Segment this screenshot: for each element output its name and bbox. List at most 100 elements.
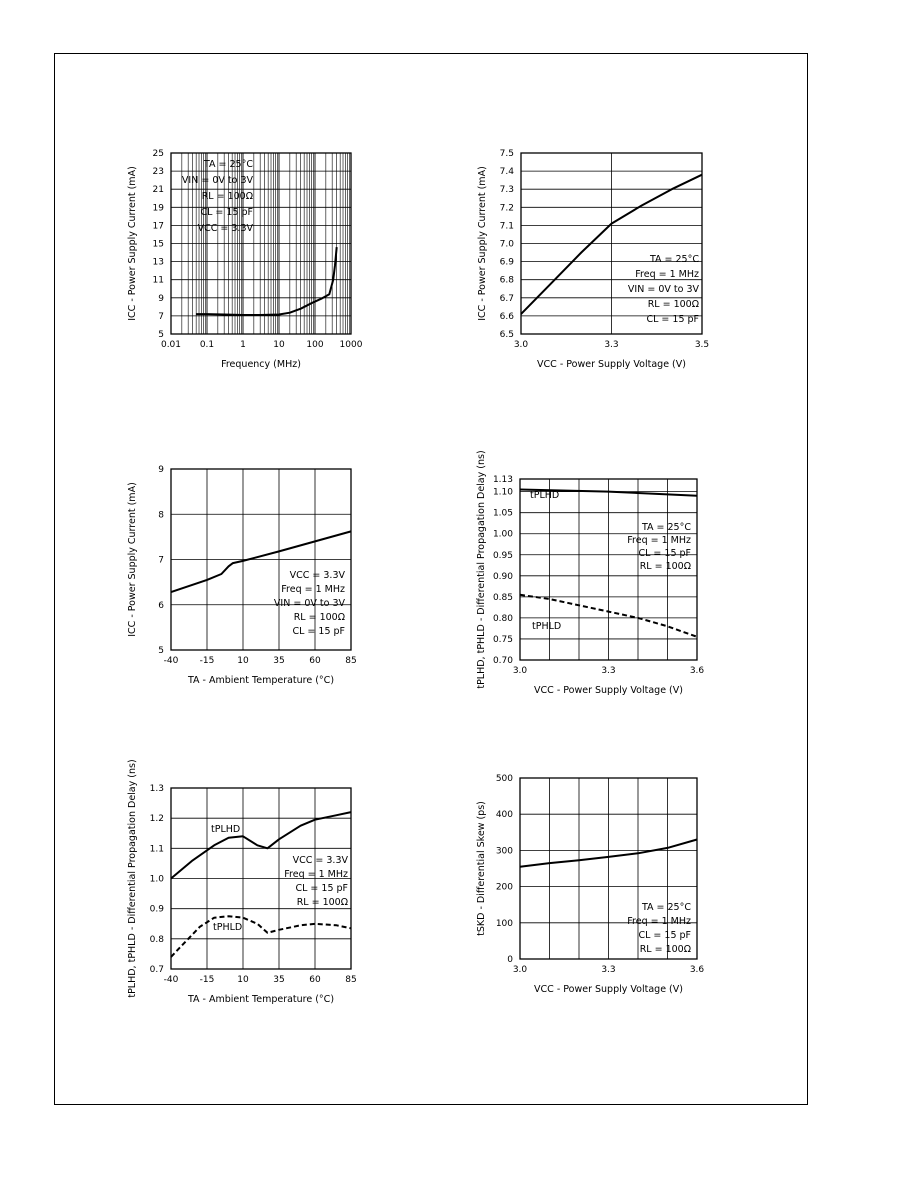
x-tick-label: 1 <box>240 340 246 350</box>
x-tick-label: 10 <box>273 340 285 350</box>
annotation: Freq = 1 MHz <box>627 916 691 927</box>
annotation: TA = 25°C <box>641 902 691 913</box>
y-tick-label: 0.90 <box>493 572 513 582</box>
annotation: VCC = 3.3V <box>198 223 254 234</box>
x-tick-label: 35 <box>273 656 284 666</box>
y-tick-label: 5 <box>158 330 164 340</box>
plot-frame <box>520 152 703 335</box>
y-tick-label: 6 <box>158 601 164 611</box>
x-tick-label: 3.6 <box>690 666 705 676</box>
y-tick-label: 0.8 <box>150 935 165 945</box>
annotation: VCC = 3.3V <box>293 855 349 866</box>
annotation: RL = 100Ω <box>640 944 691 955</box>
chart-icc-vs-vcc: 6.5 6.6 6.7 6.8 6.9 7.0 7.1 7.2 7.3 7.4 7.5 3.0 3.3 3… <box>477 149 709 370</box>
annotation: RL = 100Ω <box>640 561 691 572</box>
annotation: TA = 25°C <box>203 159 253 170</box>
series-line-tplhd <box>170 811 352 880</box>
chart-prop-delay-vs-temperature: 0.7 0.8 0.9 1.0 1.1 1.2 1.3 -40 -15 10 35 60 85 TA - … <box>127 759 357 1005</box>
annotation: CL = 15 pF <box>638 930 691 941</box>
x-tick-label: 3.6 <box>690 965 705 975</box>
x-tick-label: 3.3 <box>601 965 615 975</box>
y-tick-label: 0.7 <box>150 965 164 975</box>
y-axis-title: ICC - Power Supply Current (mA) <box>127 166 138 321</box>
y-tick-label: 0.85 <box>493 593 513 603</box>
y-tick-label: 1.1 <box>150 844 164 854</box>
annotation: RL = 100Ω <box>297 897 348 908</box>
plot-frame <box>519 777 698 960</box>
y-axis-title: ICC - Power Supply Current (mA) <box>477 166 488 321</box>
annotation: Freq = 1 MHz <box>627 535 691 546</box>
page-frame <box>54 53 808 1105</box>
y-tick-label: 1.3 <box>150 784 164 794</box>
x-axis-title: TA - Ambient Temperature (°C) <box>187 994 334 1005</box>
x-tick-label: 0.01 <box>161 340 181 350</box>
series-line-tphld <box>170 915 352 958</box>
y-tick-label: 17 <box>153 221 164 231</box>
annotation: VIN = 0V to 3V <box>628 284 700 295</box>
y-tick-label: 8 <box>158 510 164 520</box>
chart-icc-vs-frequency: 5 7 9 11 13 15 17 19 21 23 25 0.01 0.1 1 10 100 1000 Freq… <box>127 149 363 370</box>
y-tick-label: 21 <box>153 185 164 195</box>
x-tick-label: 100 <box>306 340 323 350</box>
x-tick-label: 3.3 <box>604 340 618 350</box>
y-tick-label: 7.3 <box>500 185 514 195</box>
y-tick-label: 7 <box>158 556 164 566</box>
x-tick-label: 3.0 <box>513 965 528 975</box>
x-tick-label: 10 <box>237 975 249 985</box>
annotation: RL = 100Ω <box>294 612 345 623</box>
series-label: tPHLD <box>532 621 561 632</box>
x-tick-label: -15 <box>200 656 215 666</box>
x-tick-label: 0.1 <box>200 340 214 350</box>
y-axis-title: tPLHD, tPHLD - Differential Propagation … <box>476 450 487 688</box>
x-tick-label: 3.5 <box>695 340 709 350</box>
x-tick-label: 35 <box>273 975 284 985</box>
series-line-icc <box>196 247 338 316</box>
y-tick-label: 100 <box>496 919 513 929</box>
y-tick-label: 6.6 <box>500 312 515 322</box>
series-label: tPLHD <box>530 490 559 501</box>
y-tick-label: 0 <box>507 955 513 965</box>
x-tick-label: 3.3 <box>601 666 615 676</box>
x-tick-label: 3.0 <box>514 340 529 350</box>
y-tick-label: 1.0 <box>150 875 165 885</box>
annotation: CL = 15 pF <box>292 626 345 637</box>
x-tick-label: 3.0 <box>513 666 528 676</box>
annotation: RL = 100Ω <box>648 299 699 310</box>
annotation: CL = 15 pF <box>646 314 699 325</box>
series-label: tPHLD <box>213 922 242 933</box>
y-tick-label: 300 <box>496 846 513 856</box>
y-tick-label: 9 <box>158 465 164 475</box>
y-tick-label: 400 <box>496 810 513 820</box>
plot-frame <box>170 152 352 335</box>
y-tick-label: 500 <box>496 774 513 784</box>
x-tick-label: 85 <box>345 975 356 985</box>
series-line-icc <box>520 173 703 315</box>
y-tick-label: 25 <box>153 149 164 159</box>
annotation: RL = 100Ω <box>202 191 253 202</box>
y-tick-label: 7.4 <box>500 167 515 177</box>
y-tick-label: 1.2 <box>150 814 164 824</box>
y-tick-label: 6.5 <box>500 330 514 340</box>
series-line-icc <box>519 838 698 868</box>
y-tick-label: 1.13 <box>493 475 513 485</box>
series-label: tPLHD <box>211 824 240 835</box>
x-tick-label: -40 <box>164 975 179 985</box>
x-tick-label: -15 <box>200 975 215 985</box>
y-tick-label: 0.75 <box>493 635 513 645</box>
plot-frame <box>519 478 698 661</box>
chart-skew-vs-vcc: 0 100 200 300 400 500 3.0 3.3 3.6 VCC - Power Sup… <box>476 774 705 995</box>
x-axis-title: Frequency (MHz) <box>221 359 301 370</box>
annotation: CL = 15 pF <box>295 883 348 894</box>
x-axis-title: VCC - Power Supply Voltage (V) <box>537 359 686 370</box>
chart-icc-vs-temperature: 5 6 7 8 9 -40 -15 10 35 60 85 TA - Ambient Temperat… <box>127 465 357 686</box>
y-tick-label: 200 <box>496 883 513 893</box>
annotation: VIN = 0V to 3V <box>182 175 254 186</box>
series-line-tphld <box>519 593 698 638</box>
y-tick-label: 7 <box>158 312 164 322</box>
plot-frame <box>170 468 352 651</box>
y-tick-label: 13 <box>153 258 164 268</box>
x-tick-label: 1000 <box>340 340 363 350</box>
y-tick-label: 11 <box>153 276 164 286</box>
y-tick-label: 7.2 <box>500 203 514 213</box>
x-axis-title: VCC - Power Supply Voltage (V) <box>534 685 683 696</box>
